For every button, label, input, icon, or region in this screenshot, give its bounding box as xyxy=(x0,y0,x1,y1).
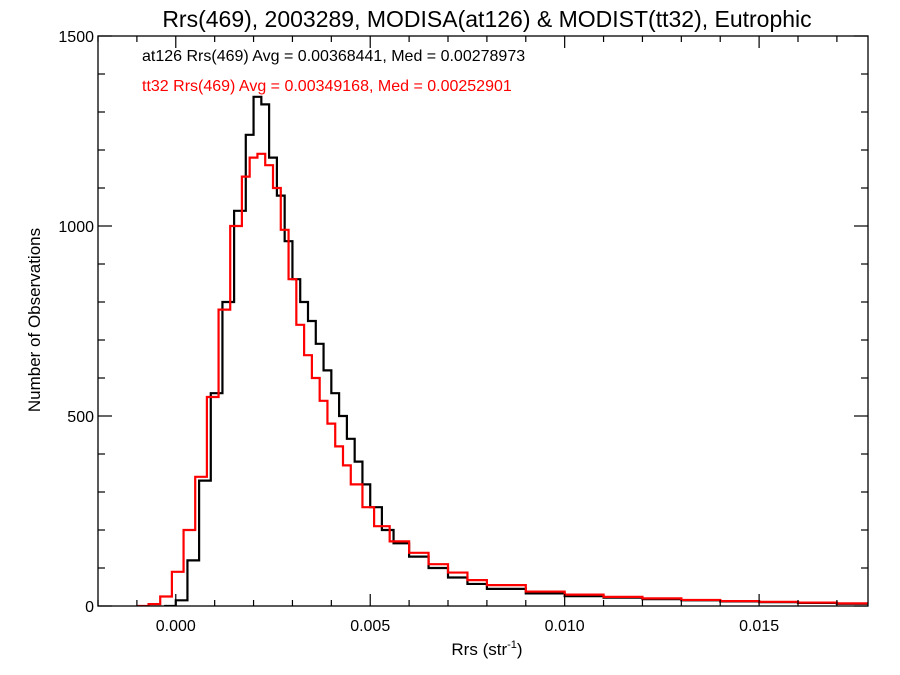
series-line-tt32 xyxy=(136,152,868,606)
legend-entry-at126: at126 Rrs(469) Avg = 0.00368441, Med = 0… xyxy=(142,48,525,65)
x-axis-label: Rrs (str-1) xyxy=(451,639,522,659)
x-axis-label-main: Rrs (str xyxy=(451,640,507,659)
x-axis-label-superscript: -1 xyxy=(507,639,517,651)
y-tick-label: 1500 xyxy=(58,29,94,46)
y-axis-label: Number of Observations xyxy=(25,228,44,412)
x-tick-label: 0.010 xyxy=(545,618,585,635)
y-tick-label: 1000 xyxy=(58,219,94,236)
legend-entry-tt32: tt32 Rrs(469) Avg = 0.00349168, Med = 0.… xyxy=(142,78,512,95)
axes: 0.000 0.005 0.010 0.015 0 500 1000 1500 xyxy=(58,29,869,635)
series-line-at126 xyxy=(164,95,868,606)
y-tick-label: 0 xyxy=(85,599,94,616)
y-tick-label: 500 xyxy=(67,409,94,426)
legend: at126 Rrs(469) Avg = 0.00368441, Med = 0… xyxy=(142,48,525,95)
series-layer xyxy=(136,95,868,606)
x-tick-label: 0.000 xyxy=(156,618,196,635)
chart-title: Rrs(469), 2003289, MODISA(at126) & MODIS… xyxy=(162,6,811,32)
x-axis-label-close: ) xyxy=(517,640,523,659)
plot-frame xyxy=(97,35,869,607)
x-tick-label: 0.015 xyxy=(739,618,779,635)
x-tick-label: 0.005 xyxy=(350,618,390,635)
